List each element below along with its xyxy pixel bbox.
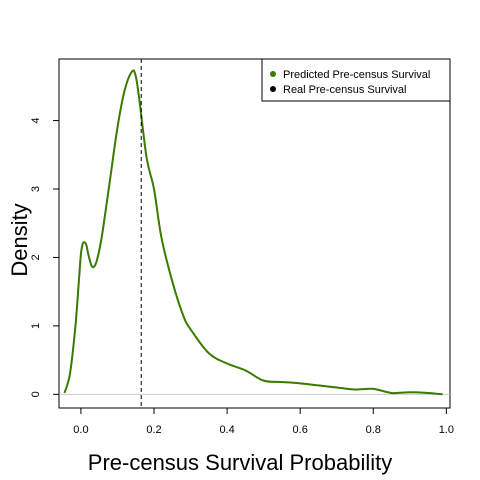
y-tick-label: 2 bbox=[30, 254, 42, 260]
legend-label-predicted: Predicted Pre-census Survival bbox=[283, 69, 430, 81]
y-tick-label: 3 bbox=[30, 186, 42, 192]
x-tick-label: 0.6 bbox=[293, 424, 308, 436]
predicted-density-line bbox=[63, 69, 443, 396]
y-axis-title: Density bbox=[7, 203, 32, 276]
legend-marker-real bbox=[270, 86, 276, 92]
x-tick-label: 0.2 bbox=[146, 424, 161, 436]
legend-box bbox=[261, 58, 451, 102]
plot-frame bbox=[58, 58, 451, 409]
x-tick-label: 1.0 bbox=[439, 424, 454, 436]
x-tick-label: 0.8 bbox=[366, 424, 381, 436]
x-axis-title: Pre-census Survival Probability bbox=[88, 450, 392, 475]
x-tick-label: 0.4 bbox=[219, 424, 234, 436]
y-tick-label: 4 bbox=[30, 118, 42, 124]
y-tick-label: 1 bbox=[30, 323, 42, 329]
legend-marker-predicted bbox=[270, 71, 276, 77]
y-tick-label: 0 bbox=[30, 391, 42, 397]
legend: Predicted Pre-census Survival Real Pre-c… bbox=[261, 58, 451, 102]
legend-label-real: Real Pre-census Survival bbox=[283, 84, 407, 96]
x-tick-label: 0.0 bbox=[73, 424, 88, 436]
